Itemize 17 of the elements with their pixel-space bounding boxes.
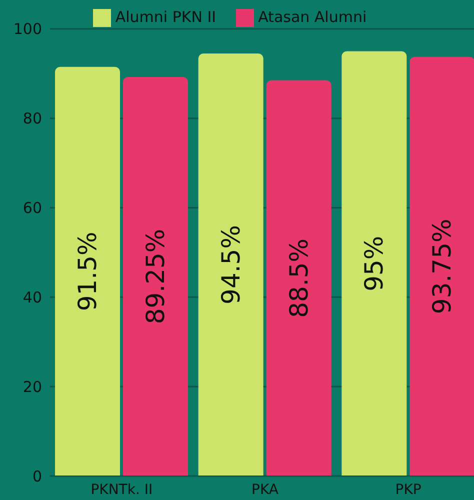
y-tick-label: 40: [22, 288, 42, 306]
x-tick-label: PKP: [395, 482, 422, 498]
y-tick-label: 0: [32, 467, 42, 486]
data-label: 91.5%: [73, 232, 102, 312]
data-label: 94.5%: [216, 225, 246, 304]
legend-label: Alumni PKN II: [115, 8, 216, 26]
y-tick-label: 60: [22, 199, 42, 218]
data-label: 89.25%: [141, 228, 170, 324]
data-label: 95%: [360, 236, 389, 292]
y-tick-label: 100: [13, 20, 42, 38]
x-tick-label: PKA: [252, 482, 279, 498]
y-tick-label: 80: [22, 110, 42, 128]
data-label: 93.75%: [428, 218, 457, 314]
x-tick-label: PKNTk. II: [90, 482, 153, 498]
legend-label: Atasan Alumni: [258, 8, 367, 26]
y-tick-label: 20: [22, 378, 42, 396]
data-label: 88.5%: [284, 238, 314, 318]
